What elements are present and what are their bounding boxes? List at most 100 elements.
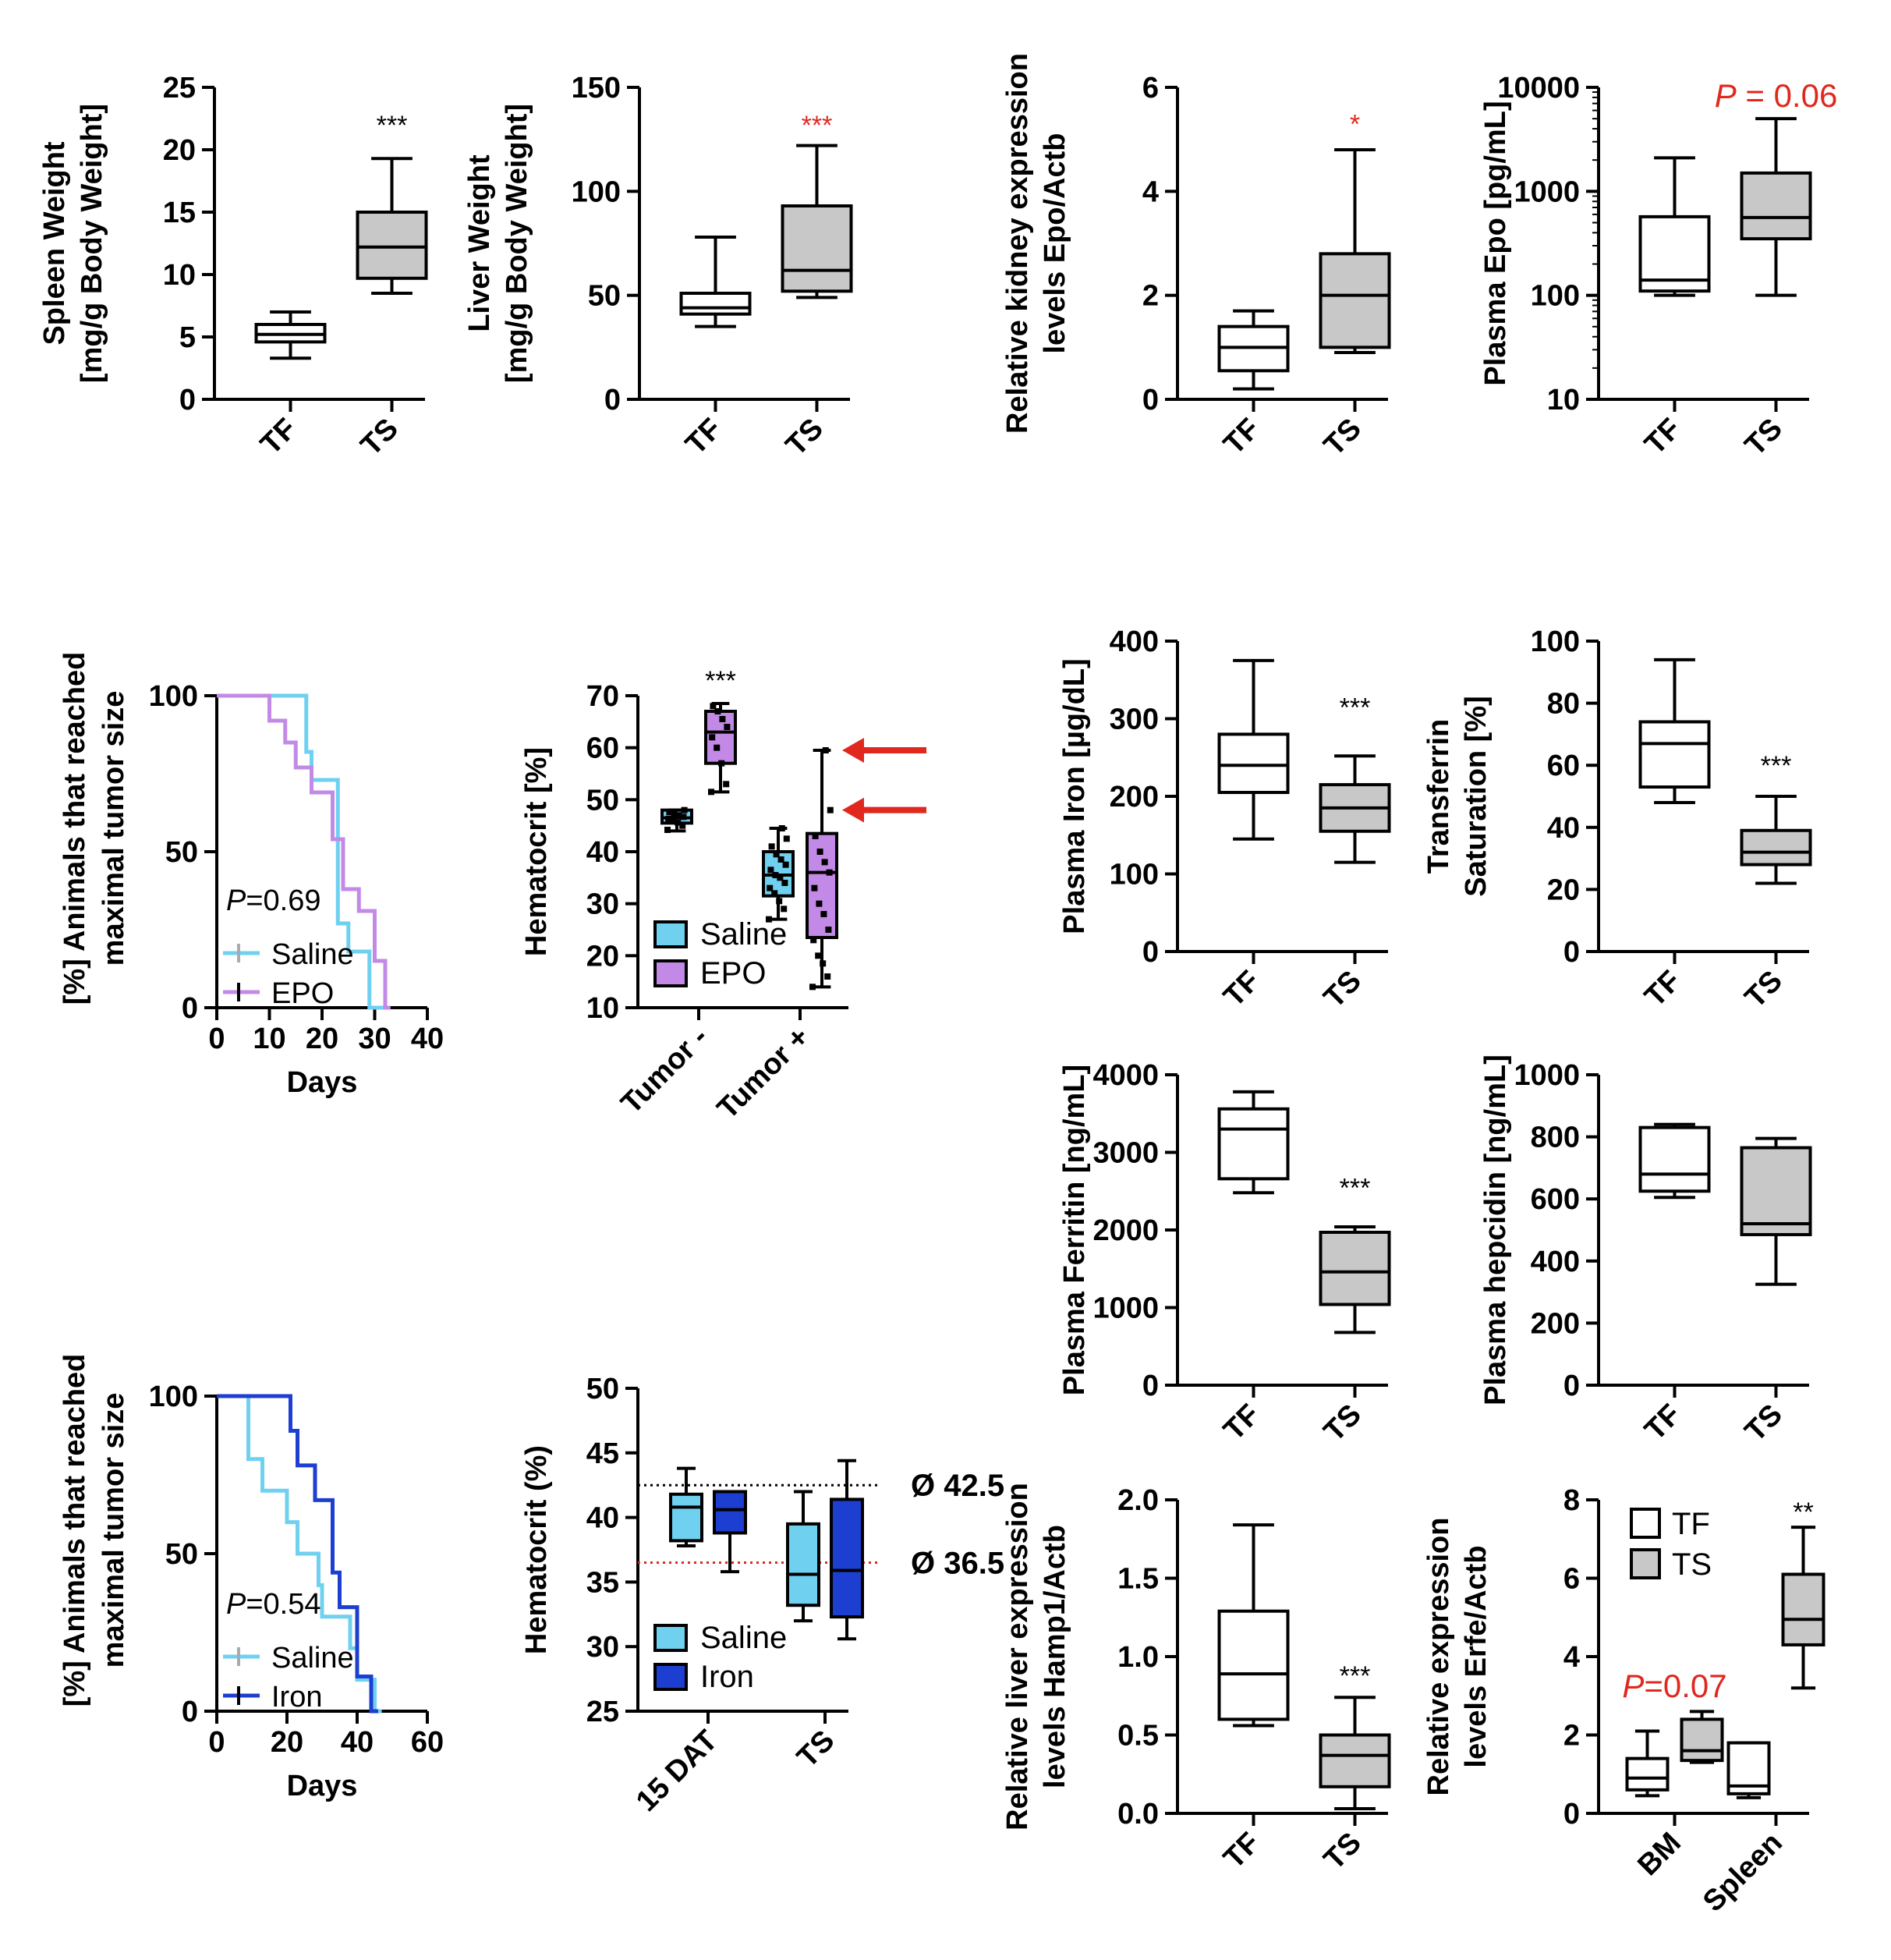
y-tick-label: 100 bbox=[572, 175, 621, 208]
legend-swatch bbox=[1630, 1548, 1661, 1579]
y-tick-label: 60 bbox=[1547, 750, 1580, 782]
legend-label: TS bbox=[1672, 1547, 1712, 1582]
x-tick-label: TF bbox=[1638, 413, 1687, 462]
data-point bbox=[771, 890, 778, 897]
x-tick-label: 40 bbox=[411, 1023, 444, 1055]
data-point bbox=[816, 900, 823, 907]
box bbox=[1638, 1125, 1711, 1193]
data-point bbox=[680, 813, 687, 821]
data-point bbox=[820, 911, 827, 917]
y-tick-label: 150 bbox=[572, 72, 621, 105]
y-tick-label: 50 bbox=[586, 784, 619, 817]
data-point bbox=[719, 716, 726, 722]
legend-label: Iron bbox=[271, 1681, 322, 1714]
x-tick-label: TF bbox=[1217, 965, 1266, 1014]
y-tick-label: 6 bbox=[1142, 72, 1159, 105]
chart-tf_sat: 0 20 40 60 80 100 Transferrin Saturation [%] TF T… bbox=[1422, 626, 1812, 1015]
y-tick-label: 5 bbox=[179, 321, 196, 354]
p-symbol: P bbox=[1622, 1668, 1644, 1704]
data-point bbox=[718, 760, 725, 767]
y-tick-label: 0 bbox=[604, 384, 621, 416]
x-tick-label: 20 bbox=[306, 1023, 338, 1055]
chart-plasma_iron: 0 100 200 300 400 Plasma Iron [µg/dL] TF TS *** bbox=[1058, 626, 1391, 1015]
y-tick-label: 1000 bbox=[1514, 1059, 1580, 1092]
legend-label: Saline bbox=[700, 917, 787, 952]
y-tick-label: 100 bbox=[1110, 859, 1159, 891]
y-tick-label: 15 bbox=[163, 197, 196, 229]
box bbox=[1319, 1230, 1391, 1306]
y-tick-label: 50 bbox=[165, 836, 198, 869]
p-value-text: =0.69 bbox=[246, 884, 320, 917]
y-tick-label: 80 bbox=[1547, 688, 1580, 721]
y-tick-label: 40 bbox=[1547, 812, 1580, 845]
significance-stars: * bbox=[1350, 110, 1360, 140]
data-point bbox=[710, 703, 717, 710]
reference-line-label: Ø 36.5 bbox=[911, 1547, 1004, 1581]
y-axis-label: Spleen Weight bbox=[38, 141, 71, 345]
y-tick-label: 400 bbox=[1110, 626, 1159, 658]
legend-label: Saline bbox=[700, 1621, 787, 1655]
km-curve-saline bbox=[217, 693, 385, 1010]
chart-hct_epo: 10 20 30 40 50 60 70 Hematocrit [%] Tumor -Tumor… bbox=[520, 666, 926, 1125]
x-tick-label: TS bbox=[1318, 413, 1368, 463]
x-tick-label: TF bbox=[1638, 965, 1687, 1014]
p-value-text: = 0.06 bbox=[1737, 77, 1838, 114]
y-tick-label: 200 bbox=[1531, 1307, 1580, 1340]
y-tick-label: 50 bbox=[165, 1538, 198, 1571]
y-tick-label: 10 bbox=[586, 992, 619, 1025]
y-axis-label: levels Erfe/Actb bbox=[1460, 1545, 1493, 1767]
y-tick-label: 2.0 bbox=[1117, 1484, 1159, 1517]
y-tick-label: 40 bbox=[586, 836, 619, 869]
y-tick-label: 2000 bbox=[1092, 1214, 1159, 1247]
x-tick-label: TS bbox=[791, 1724, 841, 1774]
y-axis-label: Relative liver expression bbox=[1001, 1483, 1034, 1831]
y-axis-label: Plasma Ferritin [ng/mL] bbox=[1058, 1065, 1091, 1395]
y-tick-label: 0 bbox=[179, 384, 196, 416]
y-axis-label: Liver Weight bbox=[463, 154, 496, 332]
data-point bbox=[782, 861, 789, 868]
km-curve-iron bbox=[217, 1394, 378, 1714]
data-point bbox=[809, 984, 816, 991]
red-arrow-head bbox=[842, 797, 864, 823]
y-tick-label: 600 bbox=[1531, 1183, 1580, 1216]
red-arrow-head bbox=[842, 738, 864, 763]
chart-hct_iron: 25 30 35 40 45 50 Hematocrit (%) 15 DAT TS Ø 42.5… bbox=[520, 1373, 1004, 1818]
x-tick-label: 20 bbox=[271, 1726, 303, 1759]
x-tick-label: 60 bbox=[411, 1726, 444, 1759]
y-axis-label: maximal tumor size bbox=[97, 1393, 130, 1668]
data-point bbox=[821, 859, 828, 866]
reference-line-label: Ø 42.5 bbox=[911, 1469, 1004, 1503]
data-point bbox=[811, 884, 818, 891]
data-point bbox=[768, 843, 775, 850]
data-point bbox=[824, 973, 831, 980]
y-tick-label: 400 bbox=[1531, 1246, 1580, 1278]
p-value-annotation: P=0.07 bbox=[1622, 1668, 1726, 1704]
data-point bbox=[670, 817, 677, 824]
significance-stars: *** bbox=[705, 666, 736, 696]
data-point bbox=[810, 937, 817, 944]
p-symbol: P bbox=[226, 884, 246, 917]
x-tick-label: 15 DAT bbox=[630, 1724, 724, 1818]
x-axis-label: Days bbox=[287, 1770, 358, 1802]
data-point bbox=[781, 906, 788, 913]
y-tick-label: 0 bbox=[1563, 1370, 1580, 1402]
significance-stars: *** bbox=[1340, 693, 1371, 723]
y-tick-label: 0 bbox=[1563, 1798, 1580, 1831]
y-axis-label: [%] Animals that reached bbox=[58, 652, 91, 1005]
legend-label: Saline bbox=[271, 938, 354, 971]
significance-stars: *** bbox=[802, 111, 833, 140]
data-point bbox=[781, 880, 788, 886]
data-point bbox=[776, 898, 783, 905]
legend-label: Saline bbox=[271, 1642, 354, 1675]
y-tick-label: 10000 bbox=[1497, 72, 1580, 105]
y-tick-label: 300 bbox=[1110, 704, 1159, 736]
data-point bbox=[825, 927, 832, 933]
box bbox=[713, 1490, 747, 1535]
y-tick-label: 0.5 bbox=[1117, 1720, 1159, 1753]
x-tick-label: TF bbox=[254, 413, 303, 462]
y-tick-label: 2 bbox=[1142, 280, 1159, 313]
